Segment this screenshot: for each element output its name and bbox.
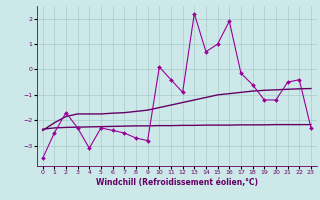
X-axis label: Windchill (Refroidissement éolien,°C): Windchill (Refroidissement éolien,°C) bbox=[96, 178, 258, 187]
